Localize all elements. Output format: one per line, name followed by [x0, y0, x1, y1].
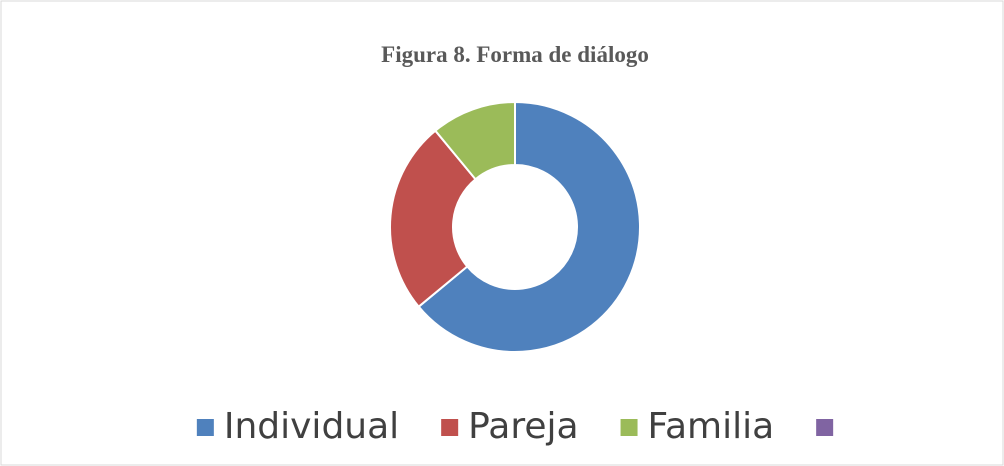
donut-slice	[389, 129, 477, 309]
legend-marker	[816, 419, 834, 436]
legend-marker	[196, 419, 214, 436]
legend-label: Individual	[224, 406, 399, 447]
donut-slice	[433, 100, 516, 181]
legend-label: Familia	[648, 406, 775, 447]
legend-marker	[441, 419, 459, 436]
legend-marker	[620, 419, 638, 436]
chart-title: Figura 8. Forma de diálogo	[381, 42, 649, 67]
legend-label: Pareja	[468, 406, 578, 447]
donut-slice	[417, 100, 641, 353]
